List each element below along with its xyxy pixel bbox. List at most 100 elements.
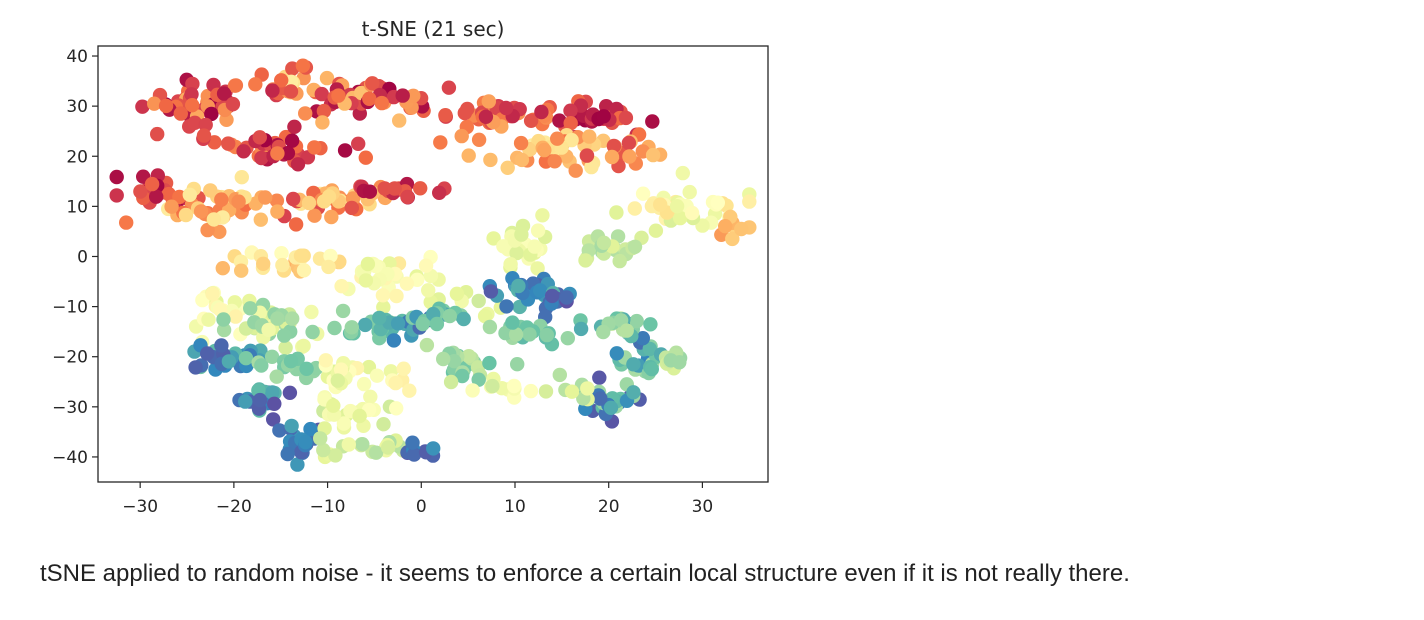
scatter-point: [221, 354, 237, 369]
scatter-point: [323, 248, 338, 264]
x-tick-label: 0: [416, 497, 427, 517]
scatter-point: [522, 327, 537, 342]
scatter-point: [596, 109, 611, 124]
scatter-point: [449, 286, 465, 301]
scatter-point: [506, 378, 522, 394]
scatter-point: [386, 333, 402, 348]
scatter-point: [109, 169, 124, 185]
scatter-point: [225, 96, 241, 112]
scatter-point: [413, 181, 428, 196]
scatter-point: [341, 437, 356, 452]
y-tick-label: 20: [66, 147, 88, 167]
scatter-point: [675, 165, 690, 181]
scatter-point: [389, 288, 404, 304]
scatter-point: [537, 142, 552, 158]
scatter-point: [205, 286, 220, 301]
scatter-point: [604, 149, 620, 165]
scatter-point: [669, 199, 685, 214]
scatter-point: [295, 58, 311, 73]
scatter-point: [609, 346, 624, 361]
scatter-point: [270, 204, 285, 219]
scatter-points: [109, 58, 757, 472]
scatter-point: [254, 358, 269, 373]
scatter-point: [272, 423, 287, 438]
scatter-point: [238, 351, 254, 366]
scatter-point: [627, 239, 643, 254]
scatter-point: [375, 288, 391, 303]
scatter-point: [283, 354, 299, 369]
scatter-point: [277, 328, 292, 343]
scatter-point: [330, 373, 345, 388]
scatter-point: [264, 349, 280, 364]
scatter-point: [396, 361, 411, 376]
scatter-point: [388, 375, 403, 391]
scatter-point: [265, 385, 280, 400]
scatter-point: [316, 103, 332, 119]
scatter-point: [485, 378, 500, 394]
scatter-point: [406, 447, 422, 462]
scatter-point: [511, 278, 526, 294]
scatter-point: [200, 346, 215, 361]
scatter-point: [368, 445, 384, 460]
scatter-point: [231, 194, 246, 209]
scatter-point: [568, 163, 583, 178]
scatter-point: [457, 105, 472, 121]
scatter-point: [387, 181, 402, 196]
scatter-point: [392, 113, 407, 128]
scatter-point: [376, 417, 391, 432]
scatter-point: [626, 385, 641, 400]
x-tick-label: 30: [692, 497, 714, 517]
scatter-point: [362, 184, 378, 199]
scatter-point: [305, 324, 320, 340]
scatter-point: [584, 159, 599, 175]
y-tick-label: −10: [52, 298, 88, 318]
scatter-point: [193, 204, 209, 219]
scatter-point: [326, 398, 341, 413]
x-tick-label: −30: [122, 497, 158, 517]
scatter-point: [627, 201, 642, 216]
scatter-point: [228, 309, 243, 324]
scatter-point: [618, 110, 634, 126]
scatter-point: [406, 88, 421, 104]
scatter-point: [442, 308, 457, 324]
scatter-point: [508, 327, 524, 342]
scatter-point: [318, 353, 333, 368]
scatter-point: [298, 435, 313, 450]
scatter-point: [216, 312, 231, 327]
scatter-point: [609, 205, 624, 220]
scatter-point: [327, 320, 342, 336]
scatter-point: [503, 257, 518, 272]
scatter-point: [539, 327, 555, 343]
scatter-point: [158, 98, 174, 114]
scatter-point: [344, 320, 359, 335]
scatter-point: [509, 245, 524, 261]
scatter-figure: t-SNE (21 sec) −30 −20 −10 0 10 20 30 40 30 20 10…: [52, 17, 769, 517]
y-tick-label: −20: [52, 348, 88, 368]
scatter-point: [344, 200, 359, 216]
scatter-point: [653, 197, 668, 212]
scatter-point: [593, 391, 608, 406]
y-tick-label: 0: [77, 247, 88, 267]
scatter-point: [212, 224, 227, 239]
scatter-point: [471, 372, 486, 387]
scatter-point: [200, 222, 215, 238]
scatter-point: [471, 132, 487, 147]
scatter-point: [545, 288, 560, 304]
scatter-point: [283, 84, 299, 99]
scatter-point: [471, 293, 486, 309]
scatter-point: [547, 154, 562, 169]
scatter-point: [293, 248, 309, 263]
scatter-point: [513, 135, 529, 151]
scatter-point: [269, 193, 285, 208]
scatter-point: [560, 331, 575, 346]
scatter-point: [173, 106, 188, 121]
scatter-point: [629, 313, 644, 329]
scatter-point: [564, 384, 580, 399]
scatter-point: [290, 457, 305, 472]
scatter-point: [182, 187, 197, 202]
scatter-point: [644, 361, 659, 377]
scatter-point: [290, 157, 306, 172]
scatter-point: [433, 135, 448, 150]
scatter-point: [505, 315, 520, 330]
scatter-point: [390, 316, 406, 331]
